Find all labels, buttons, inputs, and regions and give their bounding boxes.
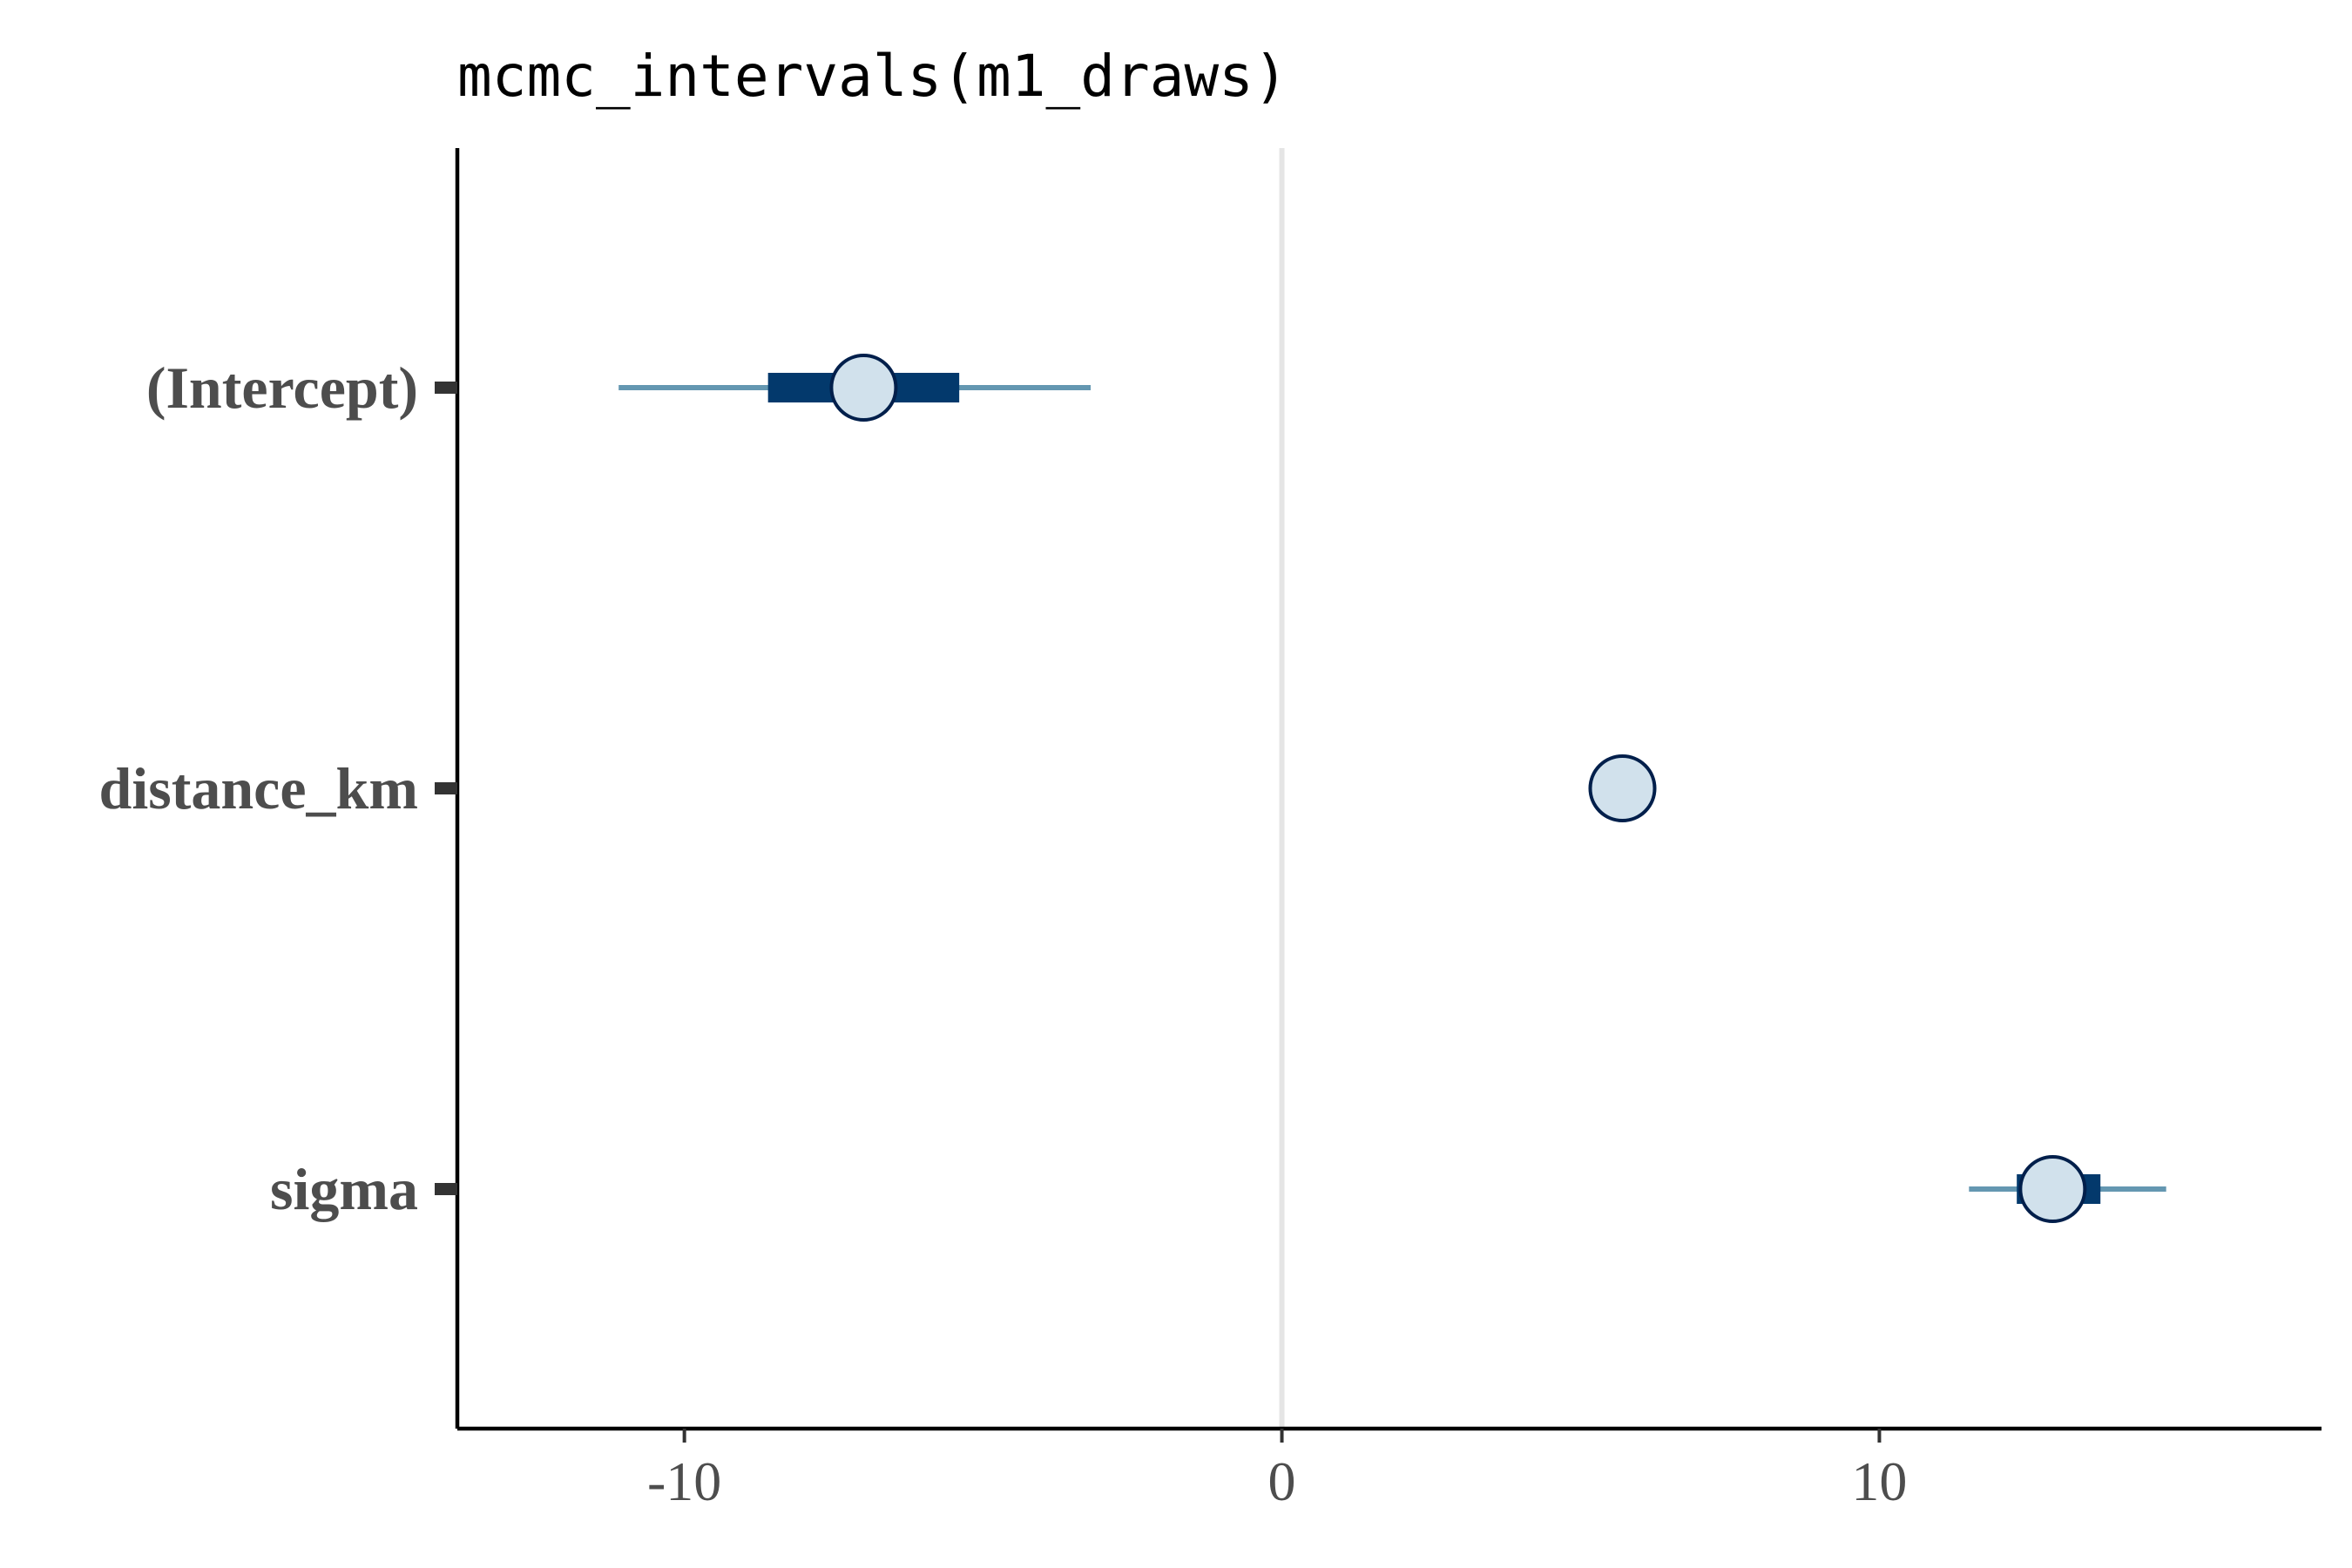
point-estimate bbox=[1588, 754, 1657, 822]
x-tick-label: -10 bbox=[647, 1450, 721, 1512]
x-tick-label: 0 bbox=[1268, 1450, 1296, 1512]
point-estimate bbox=[829, 354, 898, 422]
chart-title: mcmc_intervals(m1_draws) bbox=[457, 43, 1288, 110]
y-tick-label: sigma bbox=[270, 1156, 418, 1222]
y-tick-label: (Intercept) bbox=[146, 355, 418, 421]
x-tick-label: 10 bbox=[1851, 1450, 1907, 1512]
point-estimate bbox=[2018, 1155, 2087, 1223]
y-tick-label: distance_km bbox=[99, 755, 418, 821]
